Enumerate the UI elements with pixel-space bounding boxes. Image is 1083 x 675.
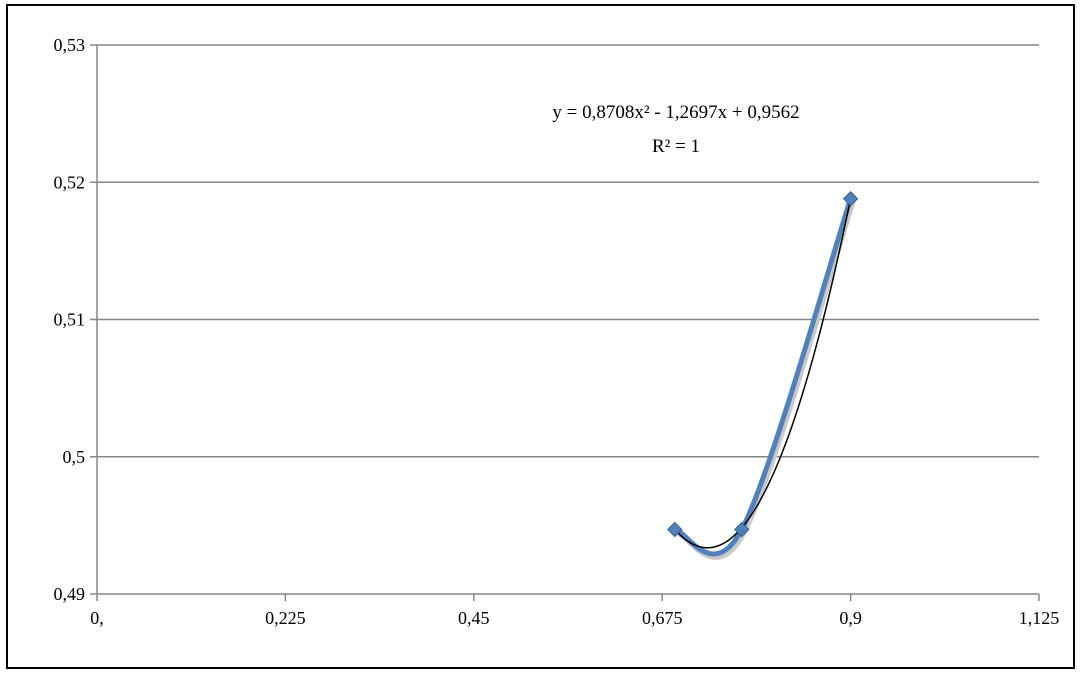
trendline-r-squared: R² = 1 xyxy=(652,136,700,157)
axes-layer xyxy=(90,44,1040,601)
y-tick-label: 0,5 xyxy=(63,447,86,467)
x-tick-label: 0,9 xyxy=(839,608,862,628)
grid-layer xyxy=(97,44,1039,458)
series-line xyxy=(672,196,854,557)
trendline-equation: y = 0,8708x² - 1,2697x + 0,9562 xyxy=(552,102,799,123)
y-tick-label: 0,52 xyxy=(54,172,86,192)
tick-labels: 0,49 0,5 0,51 0,52 0,53 0, 0,225 0,45 0,675 0,9 1,… xyxy=(54,35,1060,628)
x-tick-label: 0,675 xyxy=(642,608,683,628)
data-point-marker xyxy=(842,191,859,207)
y-tick-label: 0,53 xyxy=(54,35,86,55)
trendline-layer xyxy=(674,198,852,549)
series-layer xyxy=(672,196,856,560)
y-tick-label: 0,49 xyxy=(54,584,86,604)
trendline xyxy=(674,198,852,549)
series-line-shadow xyxy=(673,198,856,560)
data-point-marker xyxy=(734,521,750,538)
x-tick-label: 0,45 xyxy=(458,608,490,628)
chart-frame xyxy=(6,4,1075,669)
x-tick-label: 0, xyxy=(90,608,104,628)
x-tick-label: 0,225 xyxy=(265,608,306,628)
data-point-marker xyxy=(667,521,683,538)
marker-layer xyxy=(667,191,859,538)
y-tick-label: 0,51 xyxy=(54,310,86,330)
x-tick-label: 1,125 xyxy=(1019,608,1060,628)
